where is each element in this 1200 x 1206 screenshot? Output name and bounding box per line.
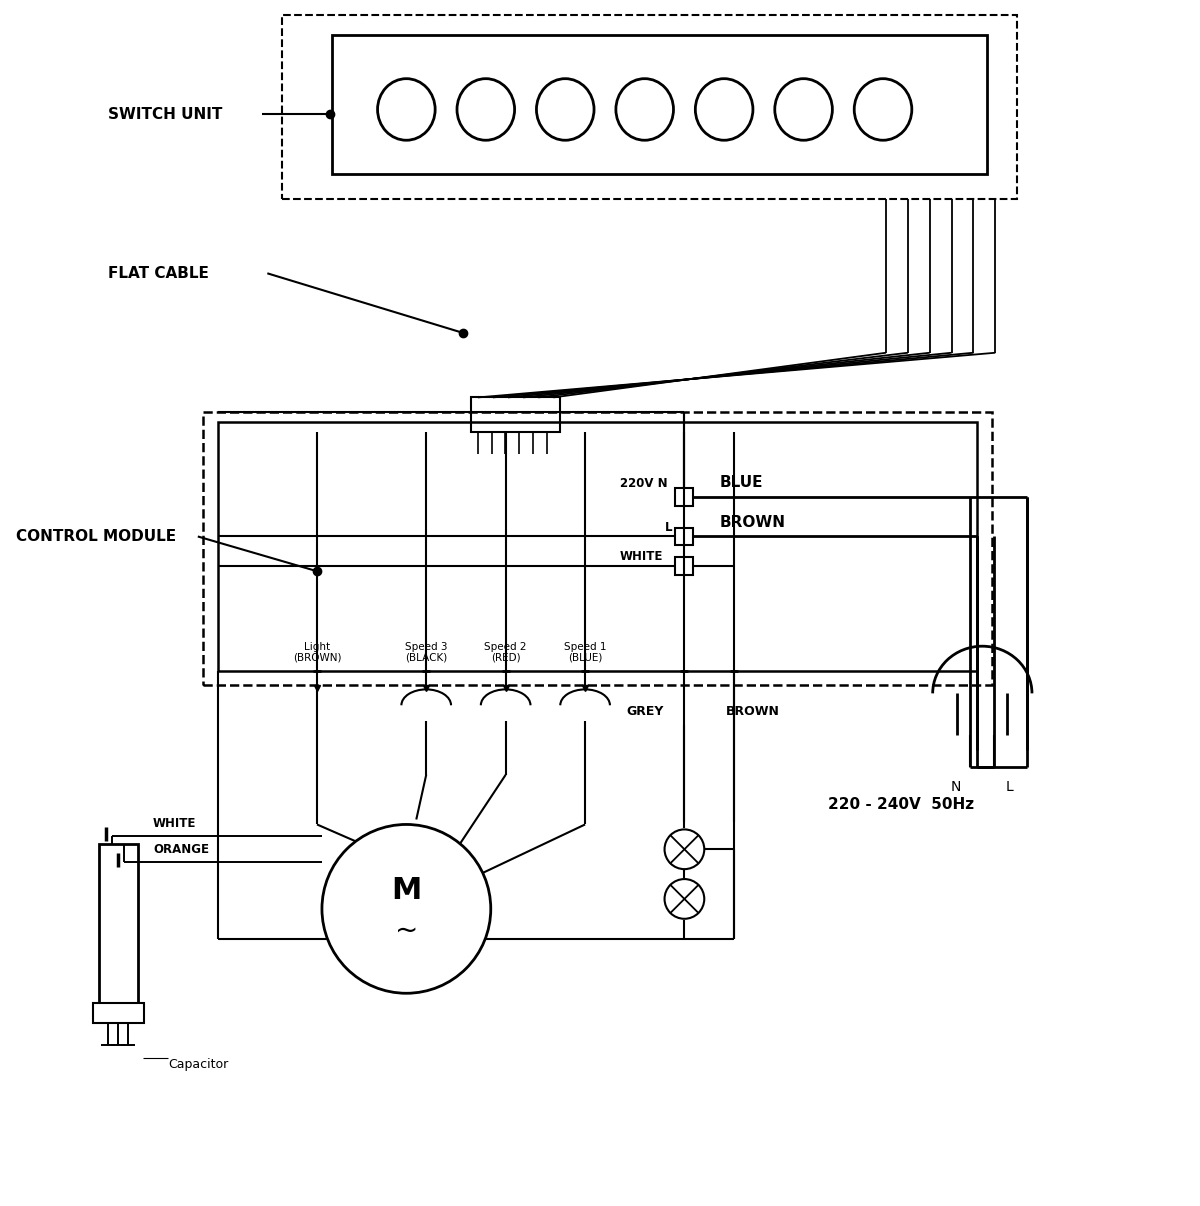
Text: WHITE: WHITE [620, 550, 664, 563]
Bar [676, 557, 694, 575]
Bar [92, 1003, 144, 1023]
Text: L: L [1006, 780, 1013, 794]
Text: WHITE: WHITE [154, 818, 197, 831]
Bar [203, 412, 992, 685]
Bar [98, 844, 138, 1003]
Circle shape [665, 879, 704, 919]
Bar [217, 422, 977, 671]
Bar [332, 35, 988, 174]
Text: Light
(BROWN): Light (BROWN) [293, 642, 341, 662]
Ellipse shape [378, 78, 436, 140]
Ellipse shape [854, 78, 912, 140]
Bar [470, 398, 560, 432]
Text: GREY: GREY [626, 706, 664, 719]
Ellipse shape [695, 78, 752, 140]
Ellipse shape [616, 78, 673, 140]
Ellipse shape [775, 78, 833, 140]
Bar [676, 487, 694, 505]
Text: Capacitor: Capacitor [168, 1058, 228, 1071]
Text: M: M [391, 877, 421, 906]
Bar [282, 16, 1018, 199]
Text: BLUE: BLUE [719, 475, 763, 490]
Text: Speed 1
(BLUE): Speed 1 (BLUE) [564, 642, 606, 662]
Ellipse shape [457, 78, 515, 140]
Text: N: N [950, 780, 961, 794]
Text: ~: ~ [395, 917, 418, 944]
Ellipse shape [536, 78, 594, 140]
Circle shape [665, 830, 704, 870]
Text: 220 - 240V  50Hz: 220 - 240V 50Hz [828, 797, 974, 812]
Text: BROWN: BROWN [726, 706, 780, 719]
Text: ORANGE: ORANGE [154, 843, 209, 856]
Text: SWITCH UNIT: SWITCH UNIT [108, 107, 223, 122]
Text: Speed 3
(BLACK): Speed 3 (BLACK) [404, 642, 448, 662]
Text: CONTROL MODULE: CONTROL MODULE [16, 529, 176, 544]
Text: Speed 2
(RED): Speed 2 (RED) [485, 642, 527, 662]
Circle shape [322, 825, 491, 994]
Text: 220V N: 220V N [620, 476, 667, 490]
Bar [676, 527, 694, 545]
Text: BROWN: BROWN [719, 515, 785, 529]
Text: L: L [665, 521, 672, 533]
Text: FLAT CABLE: FLAT CABLE [108, 265, 209, 281]
